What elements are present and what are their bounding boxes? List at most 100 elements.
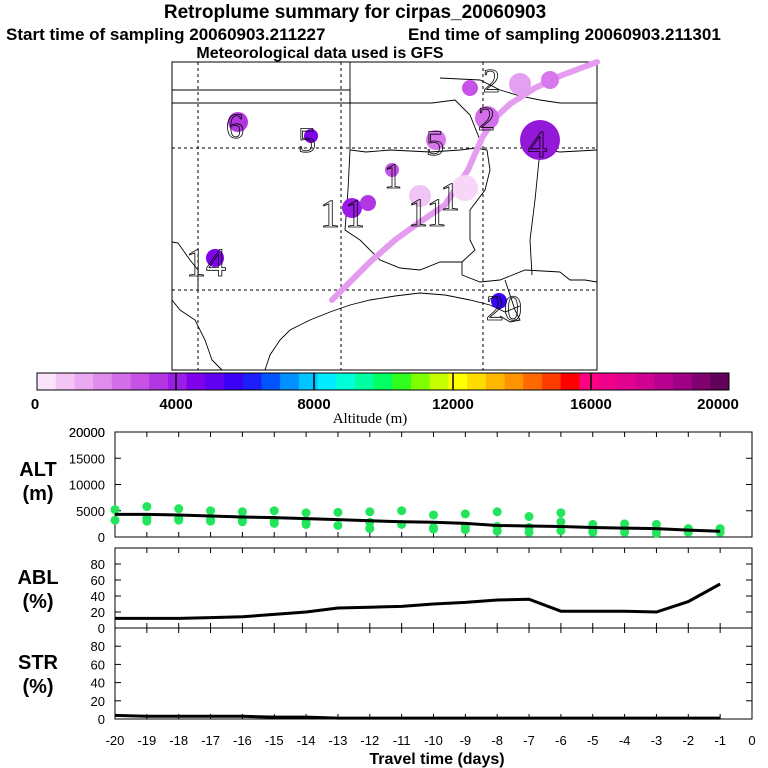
- alt-scatter-point: [492, 526, 502, 536]
- map-plume-path: [329, 59, 600, 303]
- colorbar-tick-label: 12000: [432, 396, 474, 413]
- panel-y-titles: ALT (m) ABL (%) STR (%): [17, 459, 58, 698]
- plume-bubble: [462, 80, 478, 96]
- x-tick-label: -17: [201, 733, 220, 748]
- colorbar-swatch: [205, 373, 225, 390]
- alt-scatter-point: [269, 518, 279, 528]
- alt-scatter-point: [301, 508, 311, 518]
- y-tick-label: 20: [91, 605, 105, 620]
- plume-bubble: [491, 293, 507, 309]
- colorbar-swatch: [411, 373, 431, 390]
- day-label: 14: [186, 240, 226, 285]
- colorbar-swatch: [93, 373, 113, 390]
- alt-scatter-point: [651, 519, 661, 529]
- colorbar-swatch: [280, 373, 300, 390]
- y-tick-label: 0: [98, 621, 105, 636]
- x-tick-label: -13: [329, 733, 348, 748]
- colorbar-swatch: [224, 373, 244, 390]
- map-grid: [172, 62, 597, 370]
- altitude-colorbar: [36, 372, 730, 391]
- day-label: 20: [486, 288, 522, 328]
- x-tick-label: -4: [619, 733, 631, 748]
- plume-bubble: [385, 163, 399, 177]
- plume-bubble: [520, 120, 560, 160]
- alt-scatter-point: [588, 526, 598, 536]
- alt-scatter-point: [620, 524, 630, 534]
- plume-bubble: [409, 185, 431, 207]
- alt-scatter-point: [683, 527, 693, 537]
- plume-bubble: [304, 129, 318, 143]
- y-tick-label: 40: [91, 589, 105, 604]
- colorbar-swatch: [373, 373, 393, 390]
- colorbar-swatch: [654, 373, 674, 390]
- colorbar-title: Altitude (m): [333, 411, 408, 427]
- alt-scatter-point: [651, 525, 661, 535]
- y-tick-label: 60: [91, 657, 105, 672]
- y-tick-label: 20000: [69, 425, 105, 440]
- alt-scatter-point: [556, 526, 566, 536]
- start-time-label: Start time of sampling 20060903.211227: [6, 25, 326, 44]
- colorbar-swatch: [392, 373, 412, 390]
- alt-scatter-point: [269, 506, 279, 516]
- alt-scatter-point: [206, 506, 216, 516]
- plume-bubble: [206, 249, 224, 267]
- plume-bubble: [228, 112, 248, 132]
- day-label: 4: [528, 124, 547, 166]
- panel-str: 0 20 40 60 80: [91, 627, 753, 727]
- chart-title: Retroplume summary for cirpas_20060903: [163, 2, 547, 23]
- alt-scatter-point: [365, 517, 375, 527]
- x-tick-label: -8: [491, 733, 503, 748]
- x-tick-label: -5: [587, 733, 599, 748]
- colorbar-tick-label: 8000: [297, 396, 330, 413]
- abl-ylabel-line2: (%): [22, 591, 53, 613]
- x-tick-label: -18: [169, 733, 188, 748]
- colorbar-swatch: [560, 373, 580, 390]
- colorbar-swatch: [541, 373, 562, 390]
- time-series-panels: 0500010000150002000020000020406080020406…: [69, 425, 753, 727]
- plume-bubble: [541, 71, 559, 89]
- series-line-str: [114, 713, 721, 720]
- colorbar-swatch: [504, 373, 524, 390]
- alt-scatter-point: [365, 507, 375, 517]
- colorbar-swatch: [167, 373, 188, 390]
- x-tick-label: -11: [393, 733, 411, 748]
- met-data-label: Meteorological data used is GFS: [196, 45, 444, 62]
- alt-scatter-point: [460, 522, 470, 531]
- map-boundaries: [171, 62, 598, 371]
- x-tick-label: -10: [424, 733, 443, 748]
- alt-scatter-point: [301, 516, 311, 526]
- colorbar-swatch: [336, 373, 356, 390]
- panel-frame: [114, 431, 753, 538]
- colorbar-tick-label: 16000: [570, 396, 612, 413]
- colorbar-tick-labels: 0 4000 8000 12000 16000 20000: [31, 396, 739, 413]
- x-tick-label: -3: [651, 733, 663, 748]
- alt-scatter-point: [174, 504, 184, 514]
- y-tick-label: 80: [91, 639, 105, 654]
- colorbar-swatch: [354, 373, 375, 390]
- map-frame: [171, 61, 598, 371]
- alt-scatter-point: [556, 508, 566, 518]
- colorbar-swatch: [149, 373, 169, 390]
- colorbar-swatch: [448, 373, 468, 390]
- colorbar-swatch: [579, 373, 599, 390]
- alt-ylabel-line2: (m): [22, 483, 53, 505]
- y-tick-label: 10000: [69, 478, 105, 493]
- colorbar-tick-label: 4000: [159, 396, 192, 413]
- plume-bubble: [452, 175, 478, 201]
- alt-scatter-point: [397, 519, 407, 529]
- alt-scatter-point: [142, 513, 152, 523]
- alt-scatter-point: [110, 515, 120, 525]
- colorbar-swatch: [130, 373, 150, 390]
- alt-scatter-point: [620, 519, 630, 529]
- y-tick-label: 15000: [69, 451, 105, 466]
- colorbar-swatch: [710, 373, 730, 390]
- x-tick-label: -15: [265, 733, 284, 748]
- alt-scatter-point: [269, 515, 279, 525]
- colorbar-swatch: [429, 373, 449, 390]
- alt-scatter-point: [110, 505, 120, 515]
- x-tick-label: -9: [460, 733, 472, 748]
- str-ylabel-line1: STR: [18, 652, 59, 674]
- colorbar-swatch: [55, 373, 75, 390]
- y-tick-label: 60: [91, 573, 105, 588]
